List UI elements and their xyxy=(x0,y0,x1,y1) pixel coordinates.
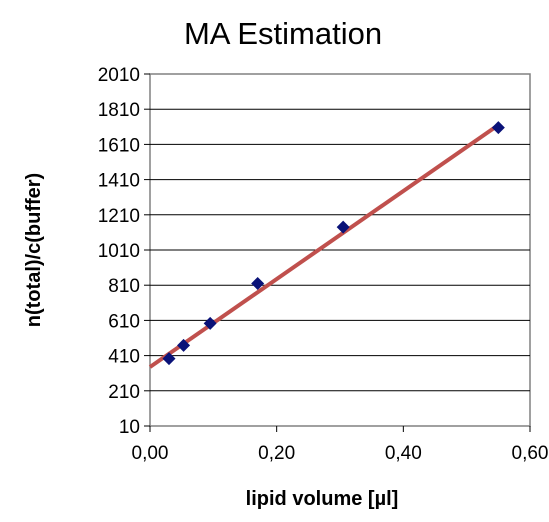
data-points xyxy=(162,121,505,366)
plot-area xyxy=(148,73,531,427)
y-tick-label: 210 xyxy=(108,382,140,403)
y-tick-label: 1010 xyxy=(98,241,140,262)
data-point-diamond xyxy=(491,121,505,135)
y-axis: 10 210 410 610 810 1010 1210 1410 1610 1810 2010 xyxy=(98,65,150,438)
x-tick-label: 0,40 xyxy=(385,443,422,464)
y-tick-label: 610 xyxy=(108,311,140,332)
y-tick-label: 1610 xyxy=(98,135,140,156)
x-tick-label: 0,60 xyxy=(512,443,549,464)
y-tick-label: 10 xyxy=(119,417,140,438)
data-point-diamond xyxy=(162,352,176,366)
y-tick-label: 1210 xyxy=(98,206,140,227)
y-tick-label: 2010 xyxy=(98,65,140,86)
x-tick-label: 0,00 xyxy=(132,443,169,464)
y-tick-label: 810 xyxy=(108,276,140,297)
x-axis-title: lipid volume [µl] xyxy=(246,488,399,510)
chart-title: MA Estimation xyxy=(184,16,382,51)
data-point-diamond xyxy=(336,220,350,234)
y-tick-label: 1410 xyxy=(98,171,140,192)
data-point-diamond xyxy=(251,276,265,290)
x-tick-label: 0,20 xyxy=(258,443,295,464)
x-axis: 0,00 0,20 0,40 0,60 xyxy=(132,426,549,464)
gridlines xyxy=(150,108,530,392)
data-point-diamond xyxy=(177,338,191,352)
y-tick-label: 410 xyxy=(108,347,140,368)
y-axis-title: n(total)/c(buffer) xyxy=(23,173,45,327)
data-point-diamond xyxy=(203,316,217,330)
y-tick-label: 1810 xyxy=(98,100,140,121)
